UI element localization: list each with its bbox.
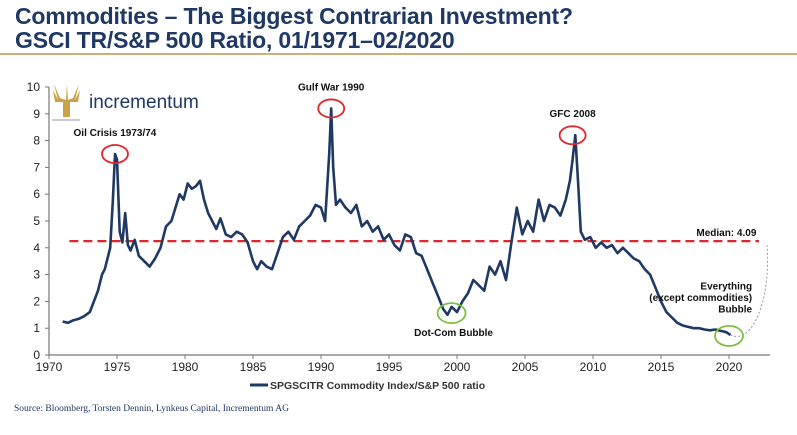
annotations: Oil Crisis 1973/74 Gulf War 1990 GFC 2008 D… — [74, 82, 753, 347]
median-label: Median: 4.09 — [696, 228, 756, 239]
y-tick-label: 0 — [33, 348, 40, 362]
page-title: Commodities – The Biggest Contrarian Inv… — [15, 4, 573, 52]
y-tick-label: 10 — [27, 80, 41, 94]
x-axis-ticks: 1970 1975 1980 1985 1990 1995 2000 2005 2010 2015… — [36, 355, 743, 374]
annotation-label: Bubble — [718, 304, 752, 315]
projection-curve — [730, 245, 769, 337]
x-tick-label: 1980 — [172, 360, 199, 374]
red-circle-marker — [317, 98, 346, 119]
green-circle-marker — [714, 324, 744, 347]
logo-base — [52, 119, 80, 121]
axes — [48, 87, 770, 356]
x-tick-label: 2015 — [648, 360, 675, 374]
y-tick-label: 2 — [33, 294, 40, 308]
y-tick-label: 6 — [33, 187, 40, 201]
x-tick-label: 2020 — [716, 360, 743, 374]
y-axis-ticks: 0 1 2 3 4 5 6 7 8 9 10 — [27, 80, 49, 362]
x-tick-label: 2010 — [580, 360, 607, 374]
x-tick-label: 1975 — [104, 360, 131, 374]
tree-icon — [53, 84, 80, 117]
annotation-label: Gulf War 1990 — [298, 82, 365, 93]
y-tick-label: 1 — [33, 321, 40, 335]
title-line-1: Commodities – The Biggest Contrarian Inv… — [15, 3, 573, 29]
y-tick-label: 4 — [33, 241, 40, 255]
annotation-label: Oil Crisis 1973/74 — [74, 128, 157, 139]
incrementum-logo: incrementum — [52, 84, 199, 121]
annotation-label: Everything — [700, 281, 752, 292]
logo-text: incrementum — [89, 92, 199, 113]
annotation-label: Dot-Com Bubble — [414, 328, 493, 339]
red-circle-marker — [558, 125, 587, 146]
annotation-label: (except commodities) — [649, 293, 752, 304]
legend: SPGSCITR Commodity Index/S&P 500 ratio — [250, 380, 485, 392]
y-tick-label: 8 — [33, 134, 40, 148]
title-line-2: GSCI TR/S&P 500 Ratio, 01/1971–02/2020 — [15, 27, 455, 53]
y-tick-label: 7 — [33, 160, 40, 174]
x-tick-label: 1985 — [240, 360, 267, 374]
x-tick-label: 1970 — [36, 360, 63, 374]
title-divider — [0, 53, 797, 55]
y-tick-label: 9 — [33, 107, 40, 121]
y-tick-label: 5 — [33, 214, 40, 228]
x-tick-label: 1990 — [308, 360, 335, 374]
source-note: Source: Bloomberg, Torsten Dennin, Lynke… — [14, 404, 289, 414]
legend-label: SPGSCITR Commodity Index/S&P 500 ratio — [270, 380, 485, 392]
y-tick-label: 3 — [33, 268, 40, 282]
green-circle-marker — [436, 302, 467, 325]
x-tick-label: 2005 — [512, 360, 539, 374]
x-tick-label: 1995 — [376, 360, 403, 374]
annotation-label: GFC 2008 — [550, 109, 597, 120]
red-circle-marker — [101, 144, 129, 164]
series-line — [62, 107, 732, 336]
x-tick-label: 2000 — [444, 360, 471, 374]
